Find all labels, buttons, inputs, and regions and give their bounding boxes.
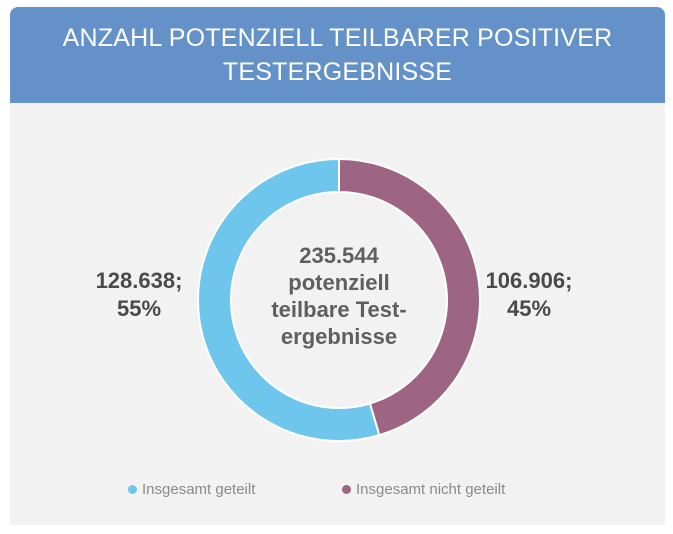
center-label-line-4: ergebnisse <box>281 324 397 349</box>
legend-item-geteilt: Insgesamt geteilt <box>128 481 255 498</box>
data-label-nicht-geteilt-percent: 45% <box>507 296 551 321</box>
center-label-line-3: teilbare Test- <box>271 297 406 322</box>
legend-item-nicht-geteilt: Insgesamt nicht geteilt <box>342 481 505 498</box>
chart-title-line-2: TESTERGEBNISSE <box>222 58 453 86</box>
center-total: 235.544 <box>299 243 379 268</box>
chart-header: ANZAHL POTENZIELL TEILBARER POSITIVER TE… <box>10 7 665 103</box>
data-label-geteilt-percent: 55% <box>117 296 161 321</box>
data-label-nicht-geteilt-value: 106.906; <box>486 268 573 293</box>
legend-label: Insgesamt nicht geteilt <box>356 481 506 498</box>
legend-label: Insgesamt geteilt <box>142 481 256 498</box>
chart-title-line-1: ANZAHL POTENZIELL TEILBARER POSITIVER <box>62 24 613 52</box>
legend-marker-icon <box>128 485 137 494</box>
legend-marker-icon <box>342 485 351 494</box>
donut-slice-nicht-geteilt <box>338 157 481 437</box>
data-label-geteilt-value: 128.638; <box>96 268 183 293</box>
chart-legend: Insgesamt geteilt Insgesamt nicht geteil… <box>0 481 673 501</box>
donut-slice-geteilt <box>197 157 381 442</box>
center-label-line-2: potenziell <box>288 270 389 295</box>
